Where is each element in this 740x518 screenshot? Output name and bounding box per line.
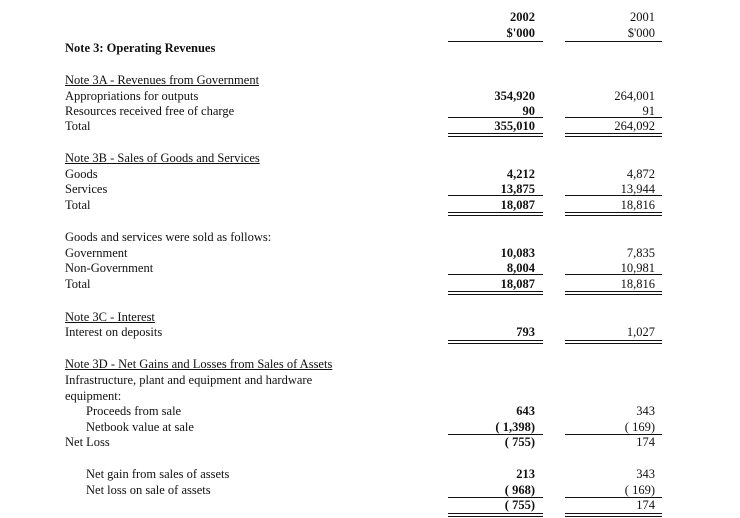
row-label: Infrastructure, plant and equipment and …: [65, 373, 313, 387]
total-double-rule: [448, 513, 543, 517]
value-2002: 643: [516, 404, 535, 418]
row-label: Note 3B - Sales of Goods and Services: [65, 151, 260, 165]
total-double-rule: [565, 291, 662, 295]
row-label: Services: [65, 182, 108, 196]
note-title: Note 3: Operating Revenues: [65, 41, 216, 55]
value-2002: ( 755): [504, 498, 535, 512]
value-2001: 4,872: [626, 167, 655, 181]
value-2001: 174: [636, 498, 655, 512]
value-2001: 343: [636, 404, 655, 418]
row-label: Net gain from sales of assets: [86, 467, 230, 481]
subtotal-rule: [565, 195, 662, 196]
value-2001: 264,092: [614, 119, 655, 133]
row-label: Resources received free of charge: [65, 104, 235, 118]
header-rule-2002: [448, 41, 543, 42]
row-label: Government: [65, 246, 128, 260]
subtotal-rule: [565, 434, 662, 435]
value-2002: 213: [516, 467, 535, 481]
row-label: Note 3A - Revenues from Government: [65, 73, 260, 87]
row-label: equipment:: [65, 389, 122, 403]
value-2001: 91: [642, 104, 656, 118]
row-label: Net loss on sale of assets: [86, 483, 211, 497]
value-2001: 174: [636, 435, 655, 449]
value-2001: 10,981: [620, 261, 655, 275]
row-label: Non-Government: [65, 261, 154, 275]
total-double-rule: [448, 340, 543, 344]
row-label: Net Loss: [65, 435, 110, 449]
row-label: Goods: [65, 167, 98, 181]
value-2002: 355,010: [494, 119, 535, 133]
total-double-rule: [448, 212, 543, 216]
value-2001: 18,816: [620, 198, 655, 212]
subtotal-rule: [448, 497, 543, 498]
value-2002: 8,004: [506, 261, 535, 275]
row-label: Note 3D - Net Gains and Losses from Sale…: [65, 357, 333, 371]
value-2002: 90: [522, 104, 536, 118]
value-2001: 13,944: [620, 182, 655, 196]
row-label: Proceeds from sale: [86, 404, 182, 418]
subtotal-rule: [448, 434, 543, 435]
row-label: Goods and services were sold as follows:: [65, 230, 272, 244]
header-unit-2002: $'000: [506, 26, 535, 40]
header-year-2002: 2002: [510, 10, 535, 24]
row-label: Total: [65, 198, 91, 212]
total-double-rule: [565, 340, 662, 344]
row-label: Total: [65, 119, 91, 133]
total-double-rule: [565, 513, 662, 517]
row-label: Note 3C - Interest: [65, 310, 155, 324]
total-double-rule: [565, 212, 662, 216]
value-2001: 1,027: [626, 325, 655, 339]
value-2002: ( 755): [504, 435, 535, 449]
header-rule-2001: [565, 41, 662, 42]
row-label: Netbook value at sale: [86, 420, 194, 434]
value-2001: 18,816: [620, 277, 655, 291]
value-2002: 18,087: [500, 198, 535, 212]
row-label: Interest on deposits: [65, 325, 163, 339]
value-2002: 4,212: [506, 167, 535, 181]
value-2002: 13,875: [500, 182, 535, 196]
subtotal-rule: [448, 195, 543, 196]
subtotal-rule: [565, 274, 662, 275]
value-2001: 264,001: [614, 89, 655, 103]
value-2001: ( 169): [624, 483, 655, 497]
value-2001: 7,835: [626, 246, 655, 260]
total-double-rule: [565, 133, 662, 137]
header-unit-2001: $'000: [627, 26, 655, 40]
total-double-rule: [448, 291, 543, 295]
value-2001: ( 169): [624, 420, 655, 434]
row-label: Total: [65, 277, 91, 291]
value-2002: 354,920: [494, 89, 535, 103]
value-2002: ( 1,398): [495, 420, 535, 434]
subtotal-rule: [448, 274, 543, 275]
subtotal-rule: [448, 117, 543, 118]
value-2002: 793: [516, 325, 535, 339]
total-double-rule: [448, 133, 543, 137]
value-2002: 10,083: [500, 246, 535, 260]
subtotal-rule: [565, 117, 662, 118]
value-2002: 18,087: [500, 277, 535, 291]
value-2001: 343: [636, 467, 655, 481]
header-year-2001: 2001: [630, 10, 655, 24]
row-label: Appropriations for outputs: [65, 89, 199, 103]
value-2002: ( 968): [504, 483, 535, 497]
subtotal-rule: [565, 497, 662, 498]
